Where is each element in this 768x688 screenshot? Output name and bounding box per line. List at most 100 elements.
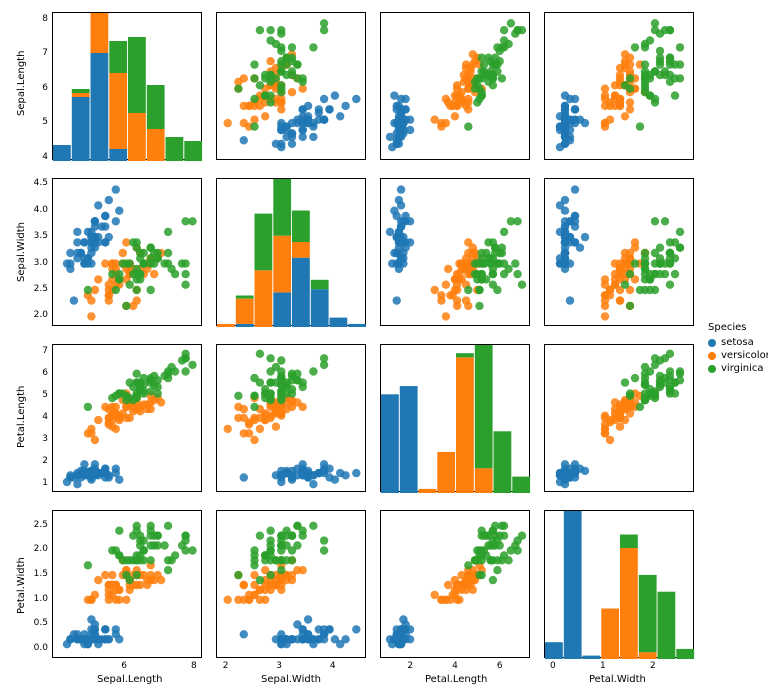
scatter-point xyxy=(431,116,439,124)
scatter-point xyxy=(325,105,333,113)
scatter-point xyxy=(91,217,99,225)
scatter-point xyxy=(234,414,242,422)
scatter-point xyxy=(641,389,649,397)
scatter-point xyxy=(87,296,95,304)
hist-bar xyxy=(292,258,310,327)
scatter-point xyxy=(164,522,172,530)
scatter-point xyxy=(188,546,196,554)
hist-bar xyxy=(236,324,254,327)
scatter-point xyxy=(84,561,92,569)
scatter-point xyxy=(266,26,274,34)
scatter-point xyxy=(277,67,285,75)
scatter-point xyxy=(399,615,407,623)
scatter-point xyxy=(566,95,574,103)
scatter-point xyxy=(250,74,258,82)
scatter-point xyxy=(98,469,106,477)
scatter-point xyxy=(188,361,196,369)
scatter-point xyxy=(651,98,659,106)
scatter-point xyxy=(616,412,624,420)
scatter-point xyxy=(171,551,179,559)
scatter-point xyxy=(646,74,654,82)
scatter-point xyxy=(500,36,508,44)
scatter-point xyxy=(282,378,290,386)
scatter-point xyxy=(277,367,285,375)
scatter-point xyxy=(315,469,323,477)
hist-bar xyxy=(400,386,418,493)
scatter-point xyxy=(621,400,629,408)
scatter-point xyxy=(442,95,450,103)
scatter-point xyxy=(101,571,109,579)
scatter-point xyxy=(181,281,189,289)
scatter-point xyxy=(478,556,486,564)
scatter-point xyxy=(676,244,684,252)
hist-bar xyxy=(72,97,90,161)
scatter-point xyxy=(491,244,499,252)
x-axis-label: Sepal.Width xyxy=(261,674,321,685)
scatter-point xyxy=(666,60,674,68)
scatter-point xyxy=(299,532,307,540)
scatter-point xyxy=(341,635,349,643)
scatter-point xyxy=(240,119,248,127)
scatter-point xyxy=(460,78,468,86)
scatter-point xyxy=(266,378,274,386)
panel-Sepal.Length-vs-Petal.Length xyxy=(380,12,530,160)
hist-bar xyxy=(475,468,493,493)
scatter-point xyxy=(478,275,486,283)
scatter-point xyxy=(147,571,155,579)
scatter-point xyxy=(293,635,301,643)
hist-bar xyxy=(91,13,109,53)
x-tick-label: 1 xyxy=(600,661,606,671)
scatter-point xyxy=(94,275,102,283)
scatter-point xyxy=(676,228,684,236)
scatter-point xyxy=(98,635,106,643)
scatter-point xyxy=(250,551,258,559)
x-tick-label: 2 xyxy=(650,661,656,671)
scatter-point xyxy=(164,556,172,564)
hist-bar xyxy=(639,652,657,659)
scatter-point xyxy=(462,296,470,304)
scatter-point xyxy=(181,532,189,540)
scatter-point xyxy=(94,201,102,209)
panel-Petal.Width-vs-Sepal.Width xyxy=(216,510,366,658)
y-axis-label: Petal.Width xyxy=(16,557,27,614)
scatter-point xyxy=(651,361,659,369)
scatter-point xyxy=(234,392,242,400)
hist-bar xyxy=(311,289,329,327)
scatter-point xyxy=(601,296,609,304)
scatter-point xyxy=(133,571,141,579)
scatter-point xyxy=(224,596,232,604)
hist-bar xyxy=(147,129,165,161)
scatter-point xyxy=(478,259,486,267)
scatter-point xyxy=(112,630,120,638)
x-tick-label: 4 xyxy=(452,661,458,671)
legend-item: versicolor xyxy=(708,350,768,361)
scatter-point xyxy=(293,522,301,530)
scatter-point xyxy=(250,403,258,411)
hist-bar xyxy=(273,292,291,327)
scatter-point xyxy=(299,403,307,411)
scatter-point xyxy=(277,126,285,134)
y-axis-label: Sepal.Width xyxy=(16,222,27,282)
scatter-point xyxy=(87,233,95,241)
scatter-point xyxy=(164,259,172,267)
hist-bar xyxy=(381,394,399,493)
x-axis-label: Petal.Length xyxy=(425,674,487,685)
scatter-point xyxy=(105,473,113,481)
legend-title: Species xyxy=(708,322,768,333)
scatter-point xyxy=(676,367,684,375)
scatter-point xyxy=(571,217,579,225)
scatter-point xyxy=(108,394,116,402)
scatter-point xyxy=(261,91,269,99)
scatter-point xyxy=(140,387,148,395)
y-tick-label: 3.0 xyxy=(34,258,48,268)
scatter-point xyxy=(256,425,264,433)
scatter-point xyxy=(122,302,130,310)
scatter-point xyxy=(651,259,659,267)
scatter-point xyxy=(397,185,405,193)
scatter-point xyxy=(601,102,609,110)
panel-Sepal.Length-vs-Petal.Width xyxy=(544,12,694,160)
scatter-point xyxy=(676,43,684,51)
scatter-point xyxy=(87,244,95,252)
panel-Sepal.Width-vs-Sepal.Width xyxy=(216,178,366,326)
scatter-point xyxy=(73,228,81,236)
